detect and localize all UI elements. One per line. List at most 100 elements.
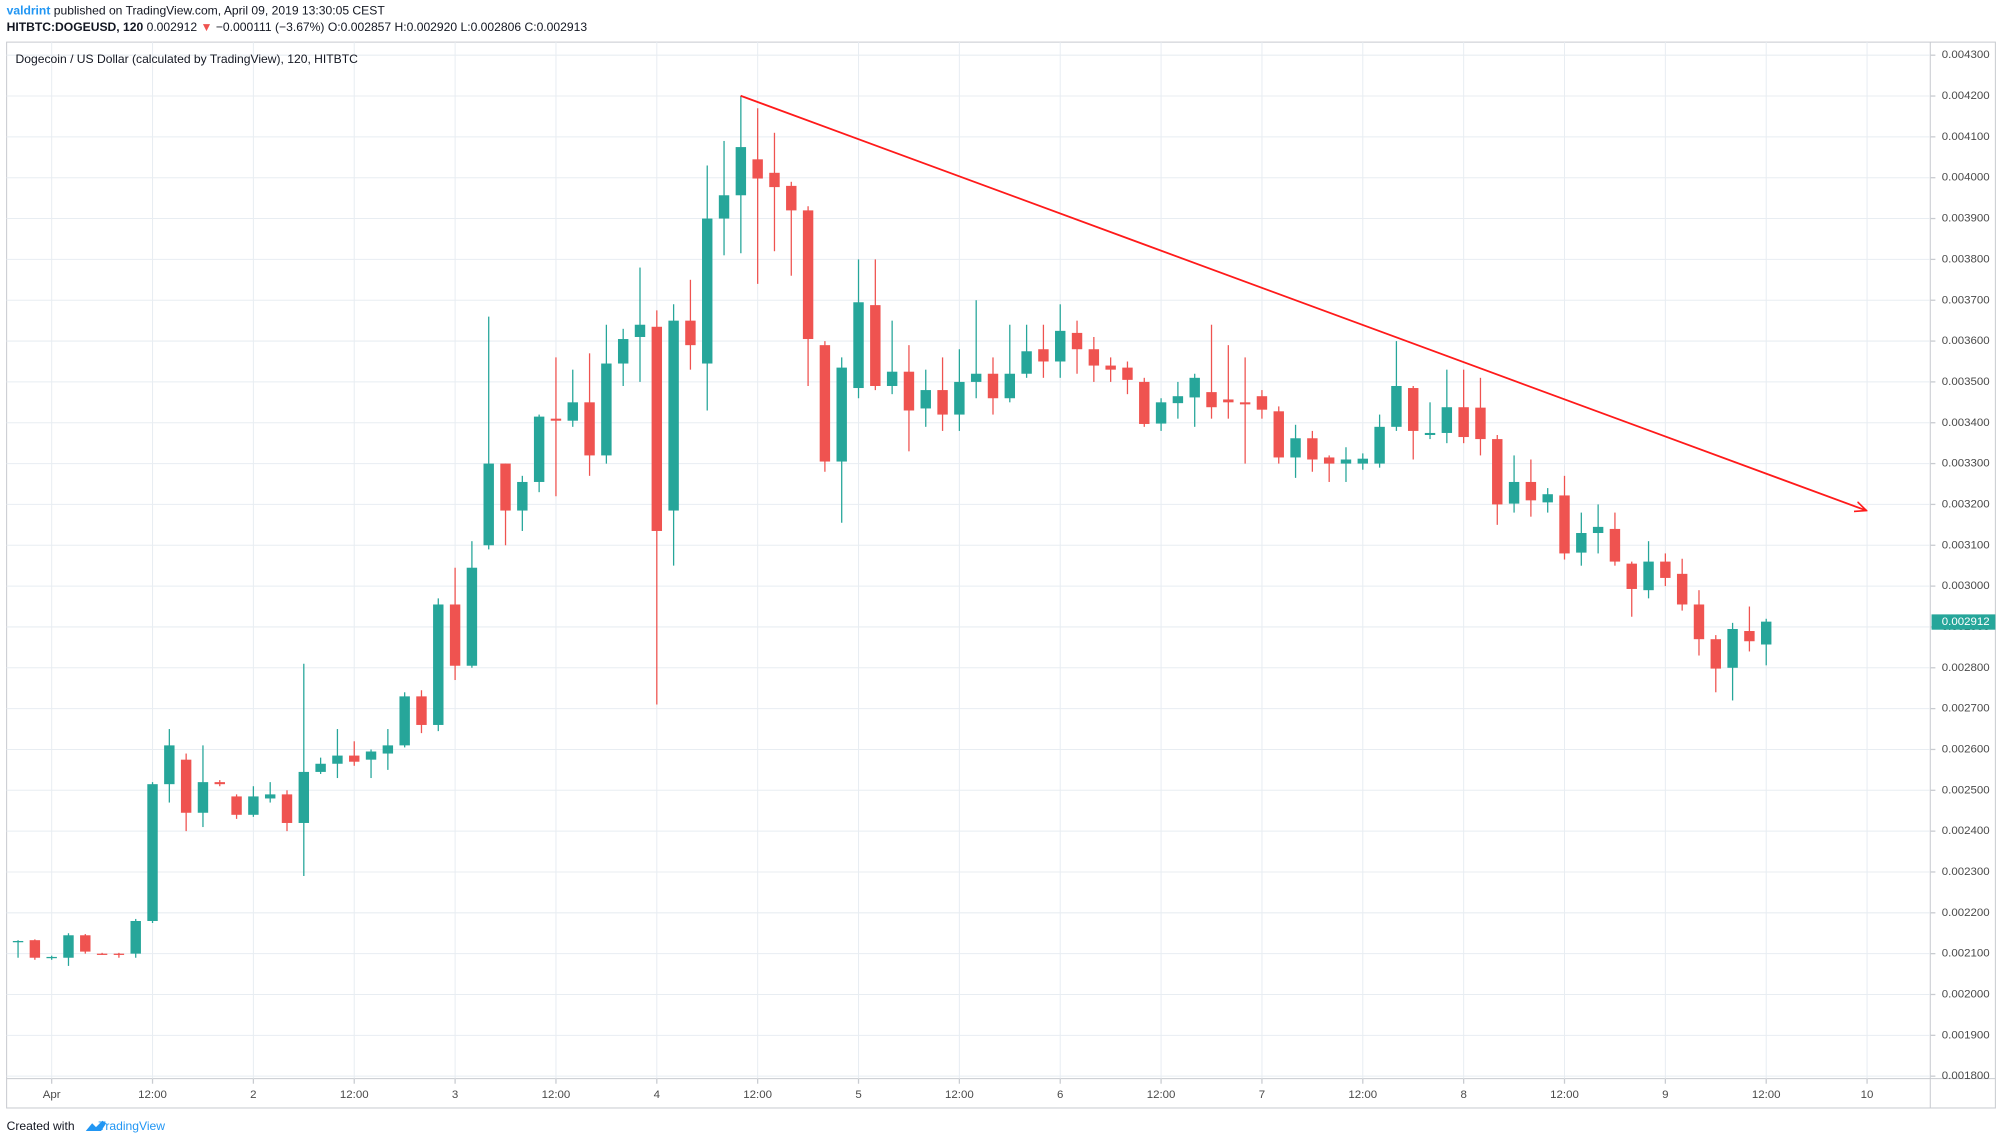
user[interactable]: valdrint: [7, 4, 51, 18]
y-tick-label: 0.003700: [1942, 294, 1990, 306]
candle-body: [1710, 639, 1722, 669]
footer: Created with TradingView: [7, 1119, 166, 1133]
x-tick-label: 12:00: [542, 1089, 571, 1101]
candle-body: [1576, 533, 1587, 553]
candle-body: [903, 371, 915, 411]
candle-body: [365, 751, 377, 760]
y-tick-label: 0.003200: [1942, 498, 1990, 510]
candle-body: [853, 302, 864, 389]
candle-body: [281, 794, 293, 823]
candle-body: [1055, 330, 1066, 362]
candle-body: [231, 796, 242, 815]
y-tick-label: 0.002800: [1942, 662, 1990, 674]
candle-body: [1676, 573, 1688, 605]
candle-body: [1744, 631, 1755, 642]
candle-body: [382, 745, 394, 754]
header-line: valdrint published on TradingView.com, A…: [7, 4, 386, 18]
candle-body: [416, 696, 427, 725]
candle-body: [1307, 438, 1318, 460]
candle-body: [937, 390, 948, 415]
last-price: 0.002912: [147, 20, 198, 34]
candle-body: [264, 794, 276, 799]
candle-body: [164, 745, 175, 785]
candle-body: [399, 696, 410, 746]
last-price-box: [1931, 614, 1996, 630]
candle-body: [46, 956, 57, 959]
candle-body: [970, 373, 982, 382]
candle-body: [1727, 628, 1738, 668]
y-tick-label: 0.003900: [1942, 213, 1990, 225]
candle-body: [1071, 332, 1083, 350]
candle-body: [567, 402, 578, 421]
candle-body: [550, 418, 562, 421]
candle-body: [12, 940, 24, 943]
footer-brand[interactable]: TradingView: [98, 1119, 165, 1133]
candle-body: [1273, 411, 1284, 458]
candle-body: [197, 782, 209, 813]
candle-body: [769, 172, 780, 188]
change: −0.000111 (−3.67%): [216, 20, 325, 34]
candle-body: [1559, 495, 1570, 554]
candle-body: [954, 381, 965, 415]
y-tick-label: 0.003400: [1942, 417, 1990, 429]
candle-body: [1189, 377, 1200, 398]
x-tick-label: 12:00: [743, 1089, 772, 1101]
published: published on TradingView.com, April 09, …: [54, 4, 386, 18]
y-tick-label: 0.002600: [1942, 743, 1990, 755]
x-tick-label: 12:00: [1348, 1089, 1377, 1101]
candle-body: [1206, 392, 1217, 408]
y-tick-label: 0.003500: [1942, 376, 1990, 388]
candle-body: [685, 320, 696, 346]
y-tick-label: 0.001900: [1942, 1029, 1990, 1041]
y-tick-label: 0.001800: [1942, 1070, 1990, 1082]
x-tick-label: 6: [1057, 1089, 1063, 1101]
x-tick-label: 12:00: [1147, 1089, 1176, 1101]
candle-body: [113, 953, 125, 955]
candle-body: [1458, 407, 1469, 438]
candle-body: [80, 935, 91, 952]
y-tick-label: 0.002700: [1942, 703, 1990, 715]
candle-body: [617, 339, 629, 364]
candle-body: [802, 210, 814, 340]
brand-logo: [85, 1120, 107, 1131]
candle-body: [248, 796, 259, 815]
candle-body: [1256, 396, 1268, 410]
candle-body: [1508, 481, 1520, 504]
candle-body: [1492, 439, 1503, 505]
x-tick-label: 5: [855, 1089, 861, 1101]
candle-body: [1542, 494, 1553, 503]
candle-body: [920, 390, 931, 409]
y-tick-label: 0.003600: [1942, 335, 1990, 347]
y-tick-label: 0.004000: [1942, 172, 1990, 184]
change-arrow: ▼: [200, 20, 212, 34]
candle-body: [735, 147, 747, 196]
footer-text: Created with: [7, 1119, 75, 1133]
candle-body: [214, 782, 225, 785]
x-tick-label: Apr: [43, 1089, 61, 1101]
candle-body: [1290, 438, 1301, 458]
y-tick-label: 0.002200: [1942, 907, 1990, 919]
candle-body: [668, 320, 679, 511]
candle-body: [500, 463, 511, 511]
candle-body: [533, 416, 545, 482]
frame: [6, 41, 1996, 1109]
y-tick-label: 0.002500: [1942, 784, 1990, 796]
x-tick-label: 10: [1861, 1089, 1874, 1101]
y-tick-label: 0.003000: [1942, 580, 1990, 592]
candle-body: [601, 363, 612, 456]
y-tick-label: 0.003300: [1942, 458, 1990, 470]
ohlc: O:0.002857 H:0.002920 L:0.002806 C:0.002…: [328, 20, 587, 34]
candle-body: [29, 940, 41, 958]
y-tick-label: 0.004200: [1942, 90, 1990, 102]
candle-body: [298, 771, 310, 823]
candle-body: [1643, 561, 1654, 591]
candle-body: [1172, 396, 1184, 404]
candle-body: [1357, 458, 1369, 464]
candle-body: [1223, 399, 1234, 403]
candle-body: [1475, 407, 1486, 440]
y-tick-label: 0.004100: [1942, 131, 1990, 143]
candle-body: [1038, 349, 1049, 362]
candle-body: [634, 324, 646, 337]
candle-body: [1391, 385, 1402, 427]
